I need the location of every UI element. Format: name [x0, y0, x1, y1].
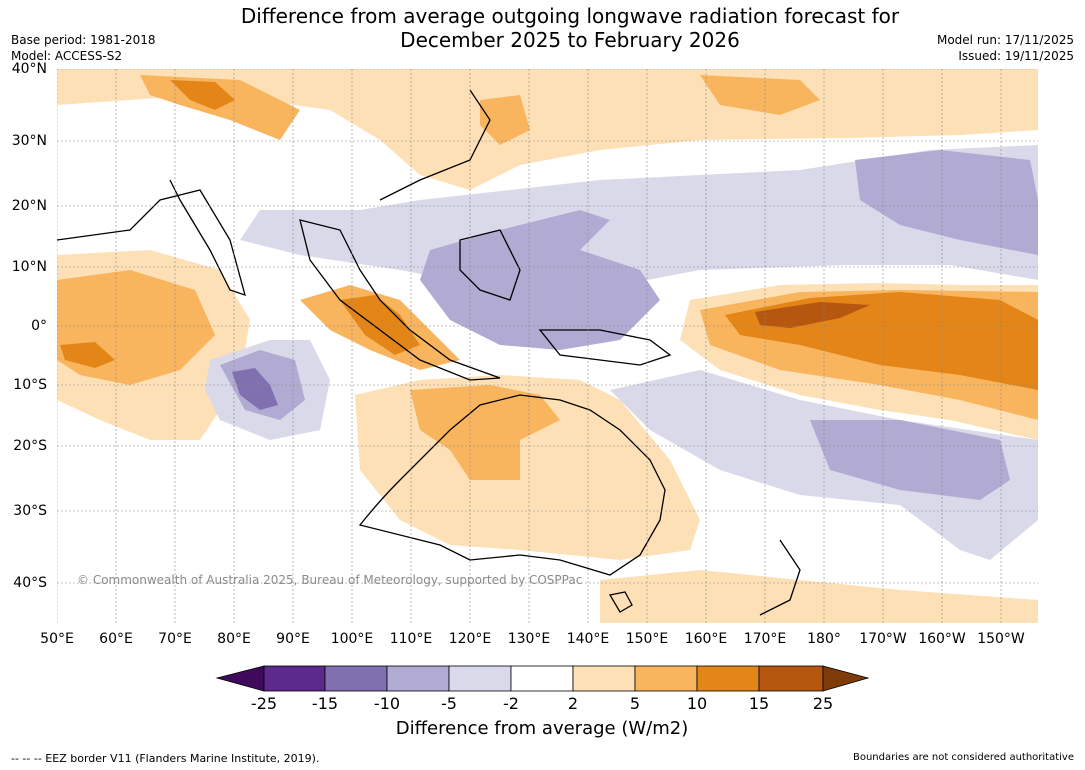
lon-label: 140°E	[566, 631, 610, 647]
colorbar-min-arrow	[215, 665, 265, 692]
colorbar-title: Difference from average (W/m2)	[395, 718, 689, 739]
lat-label: 10°N	[11, 259, 47, 275]
anomaly-himalaya-core	[170, 80, 235, 110]
colorbar-bin	[510, 665, 574, 692]
lon-label: 180°	[807, 631, 841, 647]
colorbar-bin	[448, 665, 512, 692]
chart-title: Difference from average outgoing longwav…	[170, 4, 970, 52]
colorbar-tick: -10	[373, 694, 401, 713]
lat-label: 20°S	[13, 438, 47, 454]
lon-label: 90°E	[276, 631, 310, 647]
lon-label: 110°E	[389, 631, 433, 647]
eez-note: -- -- -- EEZ border V11 (Flanders Marine…	[11, 752, 320, 765]
colorbar-tick: -25	[250, 694, 278, 713]
coastlines	[57, 89, 801, 616]
colorbar-bin	[386, 665, 450, 692]
copyright-notice: © Commonwealth of Australia 2025, Bureau…	[77, 573, 583, 587]
lon-label: 150°W	[977, 631, 1025, 647]
colorbar-tick: 10	[686, 694, 708, 713]
anomaly-eqpac-core	[755, 302, 870, 328]
colorbar-max-arrow	[822, 665, 870, 692]
anomaly-sumatra-core	[340, 295, 420, 355]
lon-label: 160°W	[918, 631, 966, 647]
lon-label: 60°E	[99, 631, 133, 647]
lon-label: 70°E	[158, 631, 192, 647]
title-line-1: Difference from average outgoing longwav…	[240, 4, 900, 28]
colorbar-tick: 15	[748, 694, 770, 713]
colorbar-tick: 2	[567, 694, 579, 713]
title-line-2: December 2025 to February 2026	[400, 28, 740, 52]
issued-date: Issued: 19/11/2025	[958, 49, 1074, 63]
base-period: Base period: 1981-2018	[11, 33, 156, 47]
colorbar-tick: -15	[311, 694, 339, 713]
anomaly-australia-mid	[410, 385, 560, 480]
anomaly-spac-core	[810, 420, 1010, 500]
anomaly-npac-core	[855, 150, 1038, 255]
graticule-lat	[57, 69, 1038, 584]
graticule-lon	[57, 69, 1002, 623]
lon-label: 130°E	[507, 631, 551, 647]
lat-label: 10°S	[13, 377, 47, 393]
colorbar-bin	[263, 665, 326, 692]
anomaly-npac-patch	[700, 75, 820, 115]
lon-label: 100°E	[330, 631, 374, 647]
lat-label: 40°S	[13, 575, 47, 591]
colorbar	[215, 665, 870, 692]
anomaly-eio-deep	[232, 368, 278, 410]
lat-label: 0°	[31, 318, 47, 334]
model-run: Model run: 17/11/2025	[936, 33, 1074, 47]
lon-label: 150°E	[625, 631, 669, 647]
lat-label: 20°N	[11, 198, 47, 214]
colorbar-tick: 25	[812, 694, 834, 713]
lon-label: 160°E	[684, 631, 728, 647]
anomaly-field	[57, 69, 1038, 623]
colorbar-bin	[758, 665, 824, 692]
colorbar-bin	[696, 665, 760, 692]
colorbar-bin	[572, 665, 636, 692]
boundaries-note: Boundaries are not considered authoritat…	[852, 752, 1074, 763]
meta-left: Base period: 1981-2018 Model: ACCESS-S2	[11, 32, 156, 64]
colorbar-bin	[324, 665, 388, 692]
anomaly-china-patch	[480, 95, 530, 145]
lon-label: 80°E	[217, 631, 251, 647]
model-name: Model: ACCESS-S2	[11, 49, 123, 63]
anomaly-wio-core	[60, 342, 115, 368]
colorbar-tick: -5	[441, 694, 457, 713]
colorbar-tick: 5	[629, 694, 641, 713]
lat-label: 30°N	[11, 133, 47, 149]
colorbar-bin	[634, 665, 698, 692]
lon-label: 170°W	[859, 631, 907, 647]
lon-label: 120°E	[448, 631, 492, 647]
lat-label: 40°N	[11, 61, 47, 77]
lat-label: 30°S	[13, 503, 47, 519]
anomaly-maritime-core	[420, 210, 660, 350]
meta-right: Model run: 17/11/2025 Issued: 19/11/2025	[937, 32, 1074, 64]
colorbar-tick: -2	[503, 694, 519, 713]
lon-label: 50°E	[40, 631, 74, 647]
lon-label: 170°E	[743, 631, 787, 647]
